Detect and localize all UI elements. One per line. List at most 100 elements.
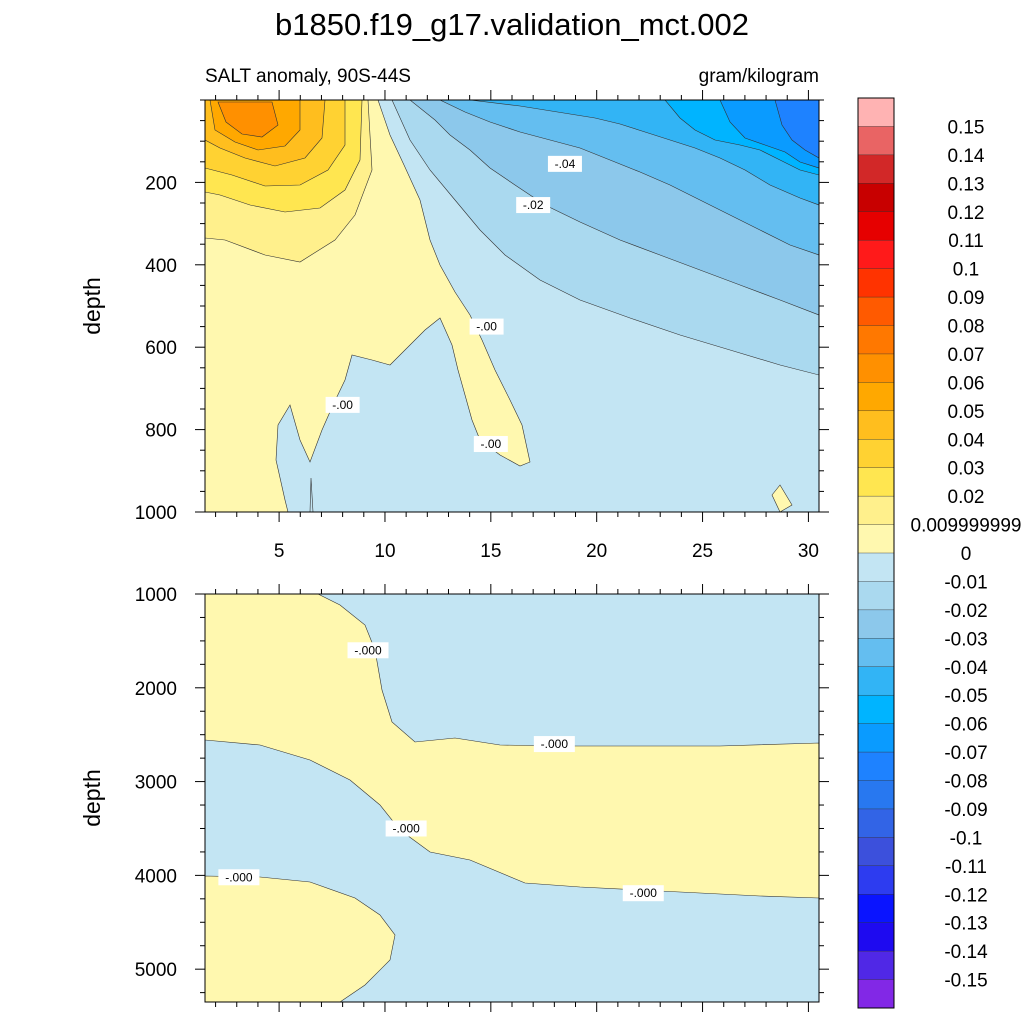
- colorbar-label: -0.01: [944, 572, 987, 593]
- lower-contour-label: -.000: [533, 736, 575, 753]
- lower-contour-fill: [205, 594, 819, 1002]
- upper-contour-label: -.00: [469, 318, 504, 335]
- lower-contour-label-bg: [622, 885, 664, 902]
- colorbar-label: 0.05: [948, 402, 985, 423]
- lower-contour-label: -.000: [347, 642, 389, 659]
- lower-contour-label-text: -.000: [630, 886, 658, 900]
- upper-y-axis-label: depth: [79, 277, 105, 335]
- upper-y-tick-label: 800: [145, 421, 177, 442]
- colorbar-swatch: [857, 609, 895, 639]
- colorbar-label: -0.11: [945, 857, 987, 878]
- lower-y-tick-label: 3000: [135, 773, 177, 794]
- colorbar-swatch: [857, 837, 895, 867]
- colorbar-label: -0.09: [944, 800, 987, 821]
- colorbar-label: -0.12: [944, 885, 987, 906]
- upper-y-tick-label: 400: [145, 256, 177, 277]
- colorbar-label: 0.1: [953, 260, 979, 281]
- colorbar-swatch: [857, 666, 895, 696]
- chart-title: b1850.f19_g17.validation_mct.002: [275, 7, 749, 42]
- colorbar-label: 0.06: [948, 373, 985, 394]
- colorbar-label: -0.04: [944, 658, 988, 679]
- upper-fill-pos-islet: [771, 484, 793, 512]
- upper-fill-neg-008: [774, 100, 819, 159]
- upper-x-tick-label: 30: [798, 541, 819, 562]
- upper-x-tick-label: 10: [374, 541, 395, 562]
- lower-contour-label-bg: [385, 820, 427, 837]
- colorbar-swatch: [857, 524, 895, 554]
- upper-contour-label-bg: [516, 197, 551, 214]
- colorbar-label: 0.14: [948, 146, 985, 167]
- lower-fill-pos-b: [205, 875, 396, 1002]
- colorbar-swatch: [857, 154, 895, 184]
- colorbar-swatch: [857, 211, 895, 241]
- colorbar-swatch: [857, 950, 895, 981]
- lower-contour-label-bg: [347, 642, 389, 659]
- colorbar-swatch: [857, 382, 895, 412]
- lower-y-tick-label: 1000: [135, 585, 177, 606]
- upper-contour-fill: [205, 100, 819, 512]
- upper-x-tick-label: 5: [274, 541, 285, 562]
- upper-contour-label-bg: [547, 155, 582, 172]
- colorbar-label: 0.07: [948, 345, 985, 366]
- upper-contour-label: -.04: [547, 155, 582, 172]
- colorbar-label: 0: [961, 544, 972, 565]
- colorbar-swatch: [857, 325, 895, 355]
- upper-contour-label: -.00: [325, 396, 360, 413]
- colorbar-swatch: [857, 751, 895, 781]
- colorbar-label: 0.15: [948, 117, 985, 138]
- upper-contour-label-text: -.00: [332, 398, 353, 412]
- colorbar-swatch: [857, 780, 895, 810]
- colorbar-swatch: [857, 808, 895, 838]
- colorbar-swatch: [857, 410, 895, 440]
- colorbar-swatch: [857, 581, 895, 611]
- colorbar-swatch: [857, 239, 895, 270]
- colorbar-label: -0.08: [944, 772, 987, 793]
- colorbar-swatch: [857, 552, 895, 582]
- lower-y-tick-label: 5000: [135, 960, 177, 981]
- upper-panel: 5 10 15 20 25 30 200 400 600 800 1000 -.04 -.02 -.00…: [79, 90, 829, 562]
- upper-y-tick-label: 1000: [135, 503, 177, 524]
- lower-contour-label-text: -.000: [354, 643, 382, 657]
- colorbar-swatch: [857, 865, 895, 895]
- upper-x-tick-label: 20: [586, 541, 607, 562]
- subtitle-units: gram/kilogram: [699, 66, 819, 87]
- upper-contour-label-bg: [325, 396, 360, 413]
- lower-contour-label: -.000: [385, 820, 427, 837]
- colorbar-label: -0.02: [944, 601, 987, 622]
- colorbar-label: 0.09: [948, 288, 985, 309]
- lower-contour-labels: -.000 -.000 -.000 -.000 -.000: [218, 642, 664, 902]
- upper-contour-label-text: -.02: [523, 198, 544, 212]
- colorbar-label: 0.11: [948, 231, 984, 252]
- upper-contour-label-bg: [473, 436, 508, 453]
- upper-x-tick-label: 25: [692, 541, 713, 562]
- colorbar-frame: [857, 97, 895, 1009]
- upper-contour-label: -.02: [516, 197, 551, 214]
- lower-contour-label: -.000: [218, 869, 260, 886]
- lower-contour-label-text: -.000: [392, 821, 420, 835]
- colorbar-label: -0.05: [944, 686, 987, 707]
- colorbar-label: -0.1: [950, 828, 983, 849]
- lower-y-axis-label: depth: [79, 769, 105, 827]
- colorbar-swatch: [857, 126, 895, 156]
- upper-fill-pos-006: [217, 101, 279, 138]
- colorbar-label: -0.14: [944, 942, 988, 963]
- colorbar-label: 0.03: [948, 459, 985, 480]
- upper-contour-labels: -.04 -.02 -.00 -.00 -.00: [325, 155, 582, 453]
- colorbar-label: 0.13: [948, 174, 985, 195]
- lower-contour-label-text: -.000: [541, 737, 569, 751]
- lower-y-tick-label: 2000: [135, 679, 177, 700]
- colorbar-swatch: [857, 723, 895, 753]
- upper-contour-label: -.00: [473, 436, 508, 453]
- colorbar-swatch: [857, 467, 895, 497]
- colorbar-label: -0.13: [944, 914, 987, 935]
- colorbar-swatch: [857, 353, 895, 383]
- lower-y-tick-label: 4000: [135, 866, 177, 887]
- colorbar-swatch: [857, 638, 895, 668]
- upper-x-tick-label: 15: [480, 541, 501, 562]
- colorbar-label: 0.009999999: [911, 516, 1022, 537]
- colorbar-label: -0.15: [944, 971, 987, 992]
- upper-contour-label-bg: [469, 318, 504, 335]
- upper-ticks: 5 10 15 20 25 30 200 400 600 800 1000: [135, 90, 829, 562]
